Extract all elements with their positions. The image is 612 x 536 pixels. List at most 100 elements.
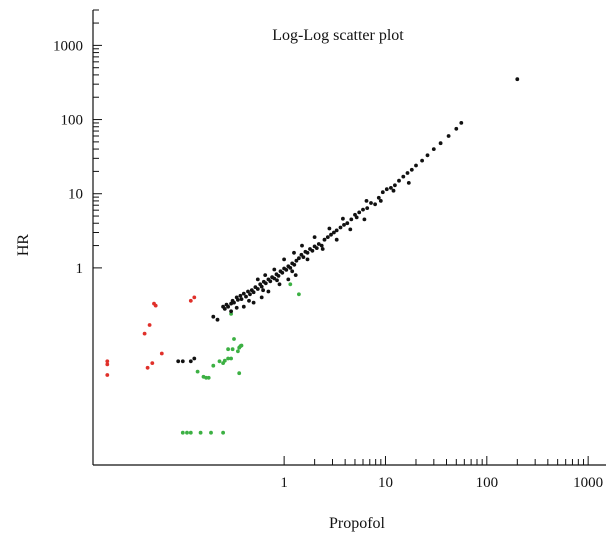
data-point [247, 298, 251, 303]
data-point [209, 430, 213, 435]
data-point [211, 314, 216, 319]
data-point [515, 77, 520, 82]
data-point [389, 186, 393, 190]
data-point [206, 375, 211, 380]
data-point [238, 293, 243, 298]
data-point [338, 225, 343, 230]
data-point [153, 303, 158, 308]
data-point [188, 298, 193, 303]
data-point [425, 153, 430, 158]
data-point [349, 217, 354, 222]
y-tick-label: 1 [76, 261, 84, 277]
data-point [192, 295, 197, 300]
data-point [373, 202, 377, 207]
x-tick-label: 1 [280, 475, 288, 491]
data-point [236, 298, 240, 302]
data-point [300, 243, 304, 248]
data-point [105, 373, 110, 377]
data-point [204, 375, 209, 380]
data-point [277, 282, 282, 287]
x-tick-label: 10 [378, 475, 393, 491]
data-point [105, 362, 110, 367]
y-tick-label: 1000 [53, 38, 83, 54]
data-point [354, 215, 359, 220]
data-point [261, 288, 265, 293]
data-point [293, 273, 298, 277]
data-point [268, 279, 273, 284]
data-point [188, 430, 193, 435]
data-point [150, 361, 155, 365]
data-point [454, 126, 459, 131]
data-point [248, 292, 252, 297]
data-point [185, 430, 189, 435]
data-point [369, 201, 373, 205]
data-point [446, 134, 451, 138]
data-point [229, 301, 234, 306]
data-point [401, 174, 406, 179]
data-point [288, 266, 293, 270]
data-point [329, 232, 333, 237]
data-point [241, 304, 246, 309]
data-point [345, 221, 350, 226]
data-point [272, 276, 277, 281]
data-point [266, 289, 271, 294]
data-point [301, 255, 306, 259]
data-point [357, 210, 362, 215]
data-point [284, 268, 289, 272]
data-point [241, 291, 246, 296]
data-point [276, 274, 281, 278]
data-point [105, 359, 110, 364]
data-point [246, 289, 250, 294]
data-point [361, 207, 365, 212]
data-point [297, 292, 301, 297]
data-point [362, 217, 367, 222]
data-point [342, 223, 346, 227]
data-point [222, 307, 227, 311]
data-point [334, 237, 339, 242]
data-point [380, 190, 385, 195]
data-point [180, 430, 185, 435]
data-point [236, 349, 240, 354]
data-point [282, 257, 286, 262]
data-point [259, 295, 264, 300]
data-point [286, 277, 291, 282]
x-axis-label: Propofol [329, 515, 386, 532]
data-point [226, 356, 231, 361]
data-point [147, 323, 152, 327]
data-point [229, 309, 234, 314]
data-point [322, 237, 327, 242]
data-point [217, 359, 222, 364]
data-point [314, 246, 319, 251]
data-point [420, 158, 424, 163]
data-point [327, 226, 332, 231]
data-point [211, 363, 216, 368]
data-point [405, 171, 410, 175]
chart-title: Log-Log scatter plot [272, 27, 404, 44]
data-point [229, 312, 234, 316]
data-point [391, 188, 396, 193]
data-point [406, 181, 411, 185]
data-point [232, 300, 236, 305]
data-point [365, 206, 370, 211]
data-point [145, 365, 150, 370]
data-point [234, 305, 239, 310]
data-point [348, 227, 353, 232]
y-axis-label: HR [15, 234, 32, 257]
data-point [319, 243, 324, 248]
data-point [288, 282, 293, 287]
data-point [384, 187, 389, 192]
y-tick-label: 10 [68, 187, 83, 203]
data-point [393, 183, 397, 188]
data-point [192, 356, 197, 361]
data-point [310, 248, 315, 253]
data-point [259, 284, 264, 289]
data-point [290, 269, 295, 274]
data-point [378, 199, 383, 203]
data-point [239, 343, 244, 348]
data-point [215, 317, 220, 322]
x-tick-label: 1000 [573, 475, 603, 491]
data-point [341, 216, 345, 221]
data-point [195, 369, 200, 374]
data-point [198, 430, 203, 435]
